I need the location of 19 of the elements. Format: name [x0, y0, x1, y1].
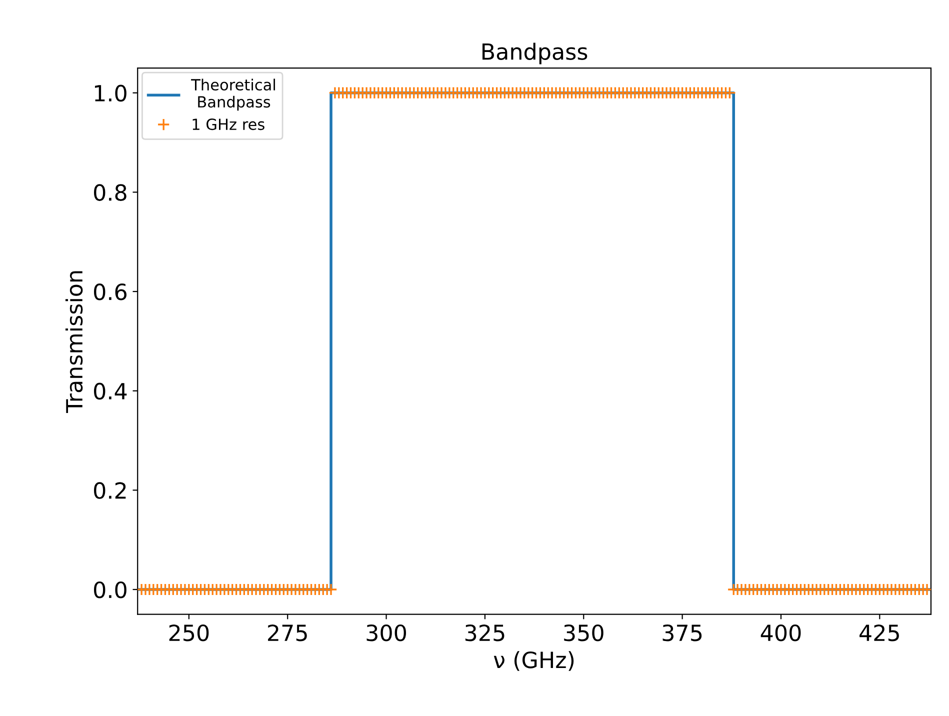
chart-title: Bandpass	[482, 42, 588, 64]
y-tick-label: 0.4	[94, 382, 127, 400]
x-tick-label: 250	[169, 624, 209, 642]
x-tick-label: 400	[760, 624, 801, 642]
x-axis-title: ν (GHz)	[494, 651, 574, 671]
y-axis-title: Transmission	[65, 271, 83, 414]
y-tick-label: 1.0	[94, 84, 126, 102]
legend-label: 1 GHz res	[192, 118, 264, 130]
x-tick-label: 425	[860, 624, 899, 642]
x-tick-label: 325	[465, 624, 504, 642]
legend-label: Theoretical Bandpass	[191, 78, 275, 111]
y-tick-label: 0.2	[94, 482, 126, 499]
y-tick-label: 0.0	[94, 581, 126, 598]
x-tick-label: 275	[268, 624, 307, 642]
x-tick-label: 300	[366, 624, 406, 642]
y-tick-label: 0.8	[94, 184, 126, 201]
x-tick-label: 350	[564, 624, 604, 642]
x-tick-label: 375	[662, 624, 702, 642]
y-tick-label: 0.6	[94, 283, 126, 300]
